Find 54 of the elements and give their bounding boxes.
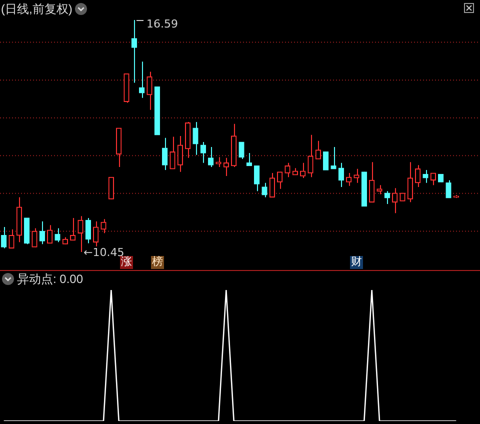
candlestick — [47, 224, 53, 244]
candlestick — [254, 165, 260, 192]
candlestick — [146, 71, 152, 110]
candlestick — [392, 188, 398, 214]
candlestick — [32, 228, 38, 248]
candlestick — [415, 164, 421, 188]
candlestick — [277, 171, 283, 190]
candlestick — [8, 228, 14, 249]
candlestick — [376, 184, 382, 195]
text: 财 — [350, 256, 363, 269]
candlestick — [269, 172, 275, 198]
candlestick — [177, 136, 183, 172]
candlestick — [446, 180, 452, 198]
candlestick — [24, 217, 30, 245]
candlestick — [192, 122, 198, 156]
candlestick — [354, 168, 360, 184]
candlestick — [200, 142, 206, 164]
candlestick — [338, 162, 344, 188]
candlestick — [262, 182, 268, 198]
candlestick — [369, 162, 375, 203]
candlestick — [223, 157, 229, 177]
candlestick — [323, 152, 329, 170]
candlestick — [170, 136, 176, 170]
candlestick — [308, 134, 314, 178]
candlestick — [108, 176, 114, 200]
candlestick — [422, 170, 428, 184]
chart-title: (日线,前复权) — [1, 2, 72, 16]
candlestick — [284, 162, 290, 178]
candlestick — [39, 220, 45, 245]
candlestick — [407, 162, 413, 203]
candlestick — [238, 142, 244, 160]
annotation: 16.59 — [146, 17, 178, 30]
candlestick — [131, 20, 137, 84]
candlestick — [70, 217, 76, 241]
candlestick — [330, 146, 336, 170]
candlestick — [93, 220, 99, 247]
chart-title: 异动点: 0.00 — [17, 272, 84, 286]
text: 榜 — [151, 256, 164, 269]
candlestick — [85, 217, 91, 244]
candlestick — [139, 61, 145, 98]
candlestick — [78, 216, 84, 252]
candlestick — [216, 156, 222, 168]
candlestick — [384, 190, 390, 205]
candlestick — [346, 172, 352, 186]
candlestick — [54, 228, 60, 243]
text: 涨 — [120, 256, 133, 269]
candlestick — [1, 226, 7, 249]
candlestick — [162, 137, 168, 171]
annotation: ←10.45 — [84, 246, 124, 259]
candlestick — [430, 172, 436, 186]
candlestick — [315, 140, 321, 160]
candlestick — [208, 146, 214, 168]
candlestick — [100, 218, 106, 234]
candlestick — [300, 162, 306, 178]
